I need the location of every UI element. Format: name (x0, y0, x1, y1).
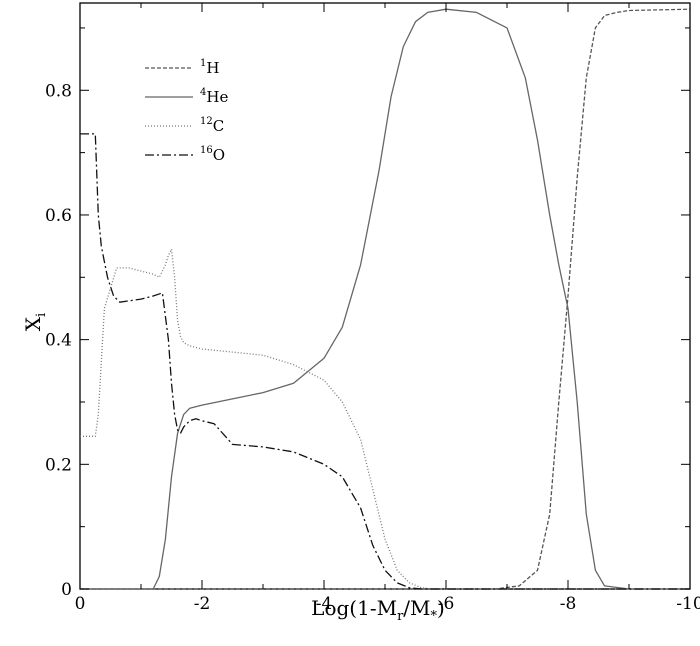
series-line-4He (80, 8, 690, 590)
legend: 1H 4He 12C 16O (145, 58, 228, 164)
legend-label-16O: 16O (200, 145, 225, 164)
y-tick-label: 0.2 (45, 455, 72, 475)
x-tick-label: -4 (316, 594, 333, 614)
x-axis-title: Log(1-Mr/M*) (311, 596, 445, 624)
legend-label-1H: 1H (200, 58, 219, 77)
series-line-16O (80, 133, 690, 590)
x-tick-label: -8 (560, 594, 577, 614)
y-tick-label: 0.4 (45, 331, 72, 351)
y-axis-title: Xi (21, 313, 49, 331)
plot-border (79, 2, 691, 590)
x-tick-label: 0 (75, 594, 86, 614)
series-line-12C (80, 248, 690, 590)
x-tick-label: -2 (194, 594, 211, 614)
x-tick-label: -10 (676, 594, 700, 614)
y-tick-label: 0 (61, 580, 72, 600)
plot-frame (79, 2, 691, 590)
y-tick-label: 0.8 (45, 81, 72, 101)
x-tick-label: -6 (438, 594, 455, 614)
legend-label-4He: 4He (200, 87, 228, 106)
ticks-layer: 0 -2 -4 -6 -8 -10 0 0.2 0.4 0.6 0.8 (45, 3, 700, 614)
series-layer (80, 8, 691, 590)
series-line-1H (80, 8, 691, 590)
legend-label-12C: 12C (200, 116, 224, 135)
y-tick-label: 0.6 (45, 206, 72, 226)
